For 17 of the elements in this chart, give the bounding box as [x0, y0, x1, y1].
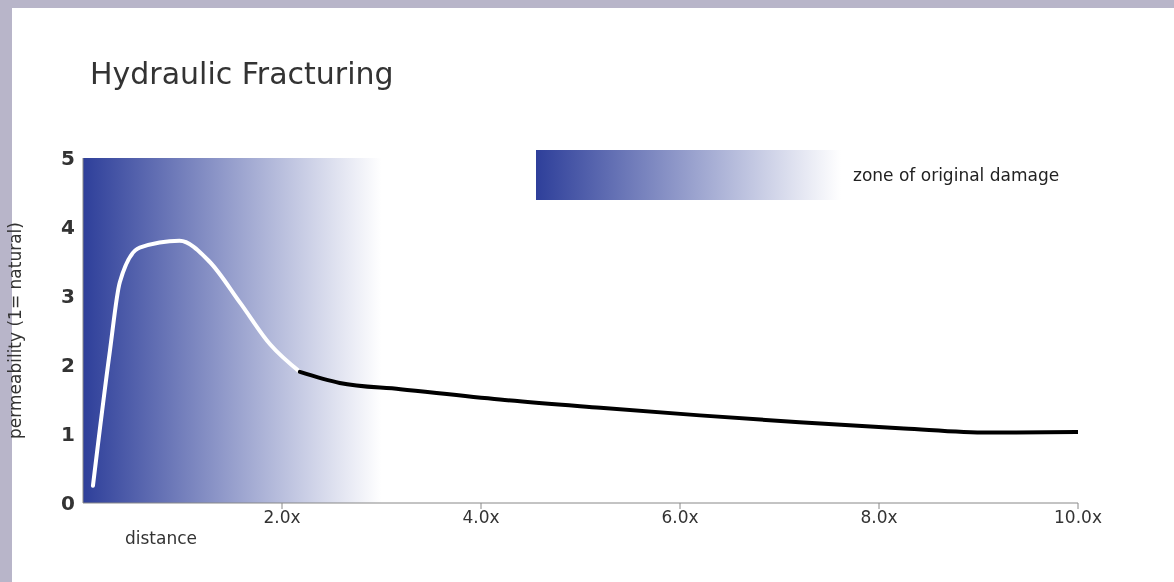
line-series [90, 238, 302, 488]
y-tick-label: 1 [61, 422, 75, 447]
y-tick-label: 4 [61, 215, 75, 240]
y-tick-label: 5 [61, 146, 75, 171]
y-tick-label: 2 [61, 353, 75, 378]
x-axis-title: distance [125, 528, 198, 548]
y-axis-title: permeability (1= natural) [5, 222, 26, 439]
x-tick-label: 4.0x [462, 507, 500, 528]
y-tick-label: 3 [61, 284, 75, 309]
x-tick-label: 10.0x [1054, 507, 1102, 528]
annotation: zone of original damage [853, 165, 1060, 185]
y-tick-label: 0 [61, 491, 75, 516]
x-tick-label: 8.0x [860, 507, 898, 528]
x-tick-label: 2.0x [263, 507, 301, 528]
chart-title: Hydraulic Fracturing [90, 56, 394, 91]
x-tick-label: 6.0x [661, 507, 699, 528]
line-series [297, 369, 1078, 435]
